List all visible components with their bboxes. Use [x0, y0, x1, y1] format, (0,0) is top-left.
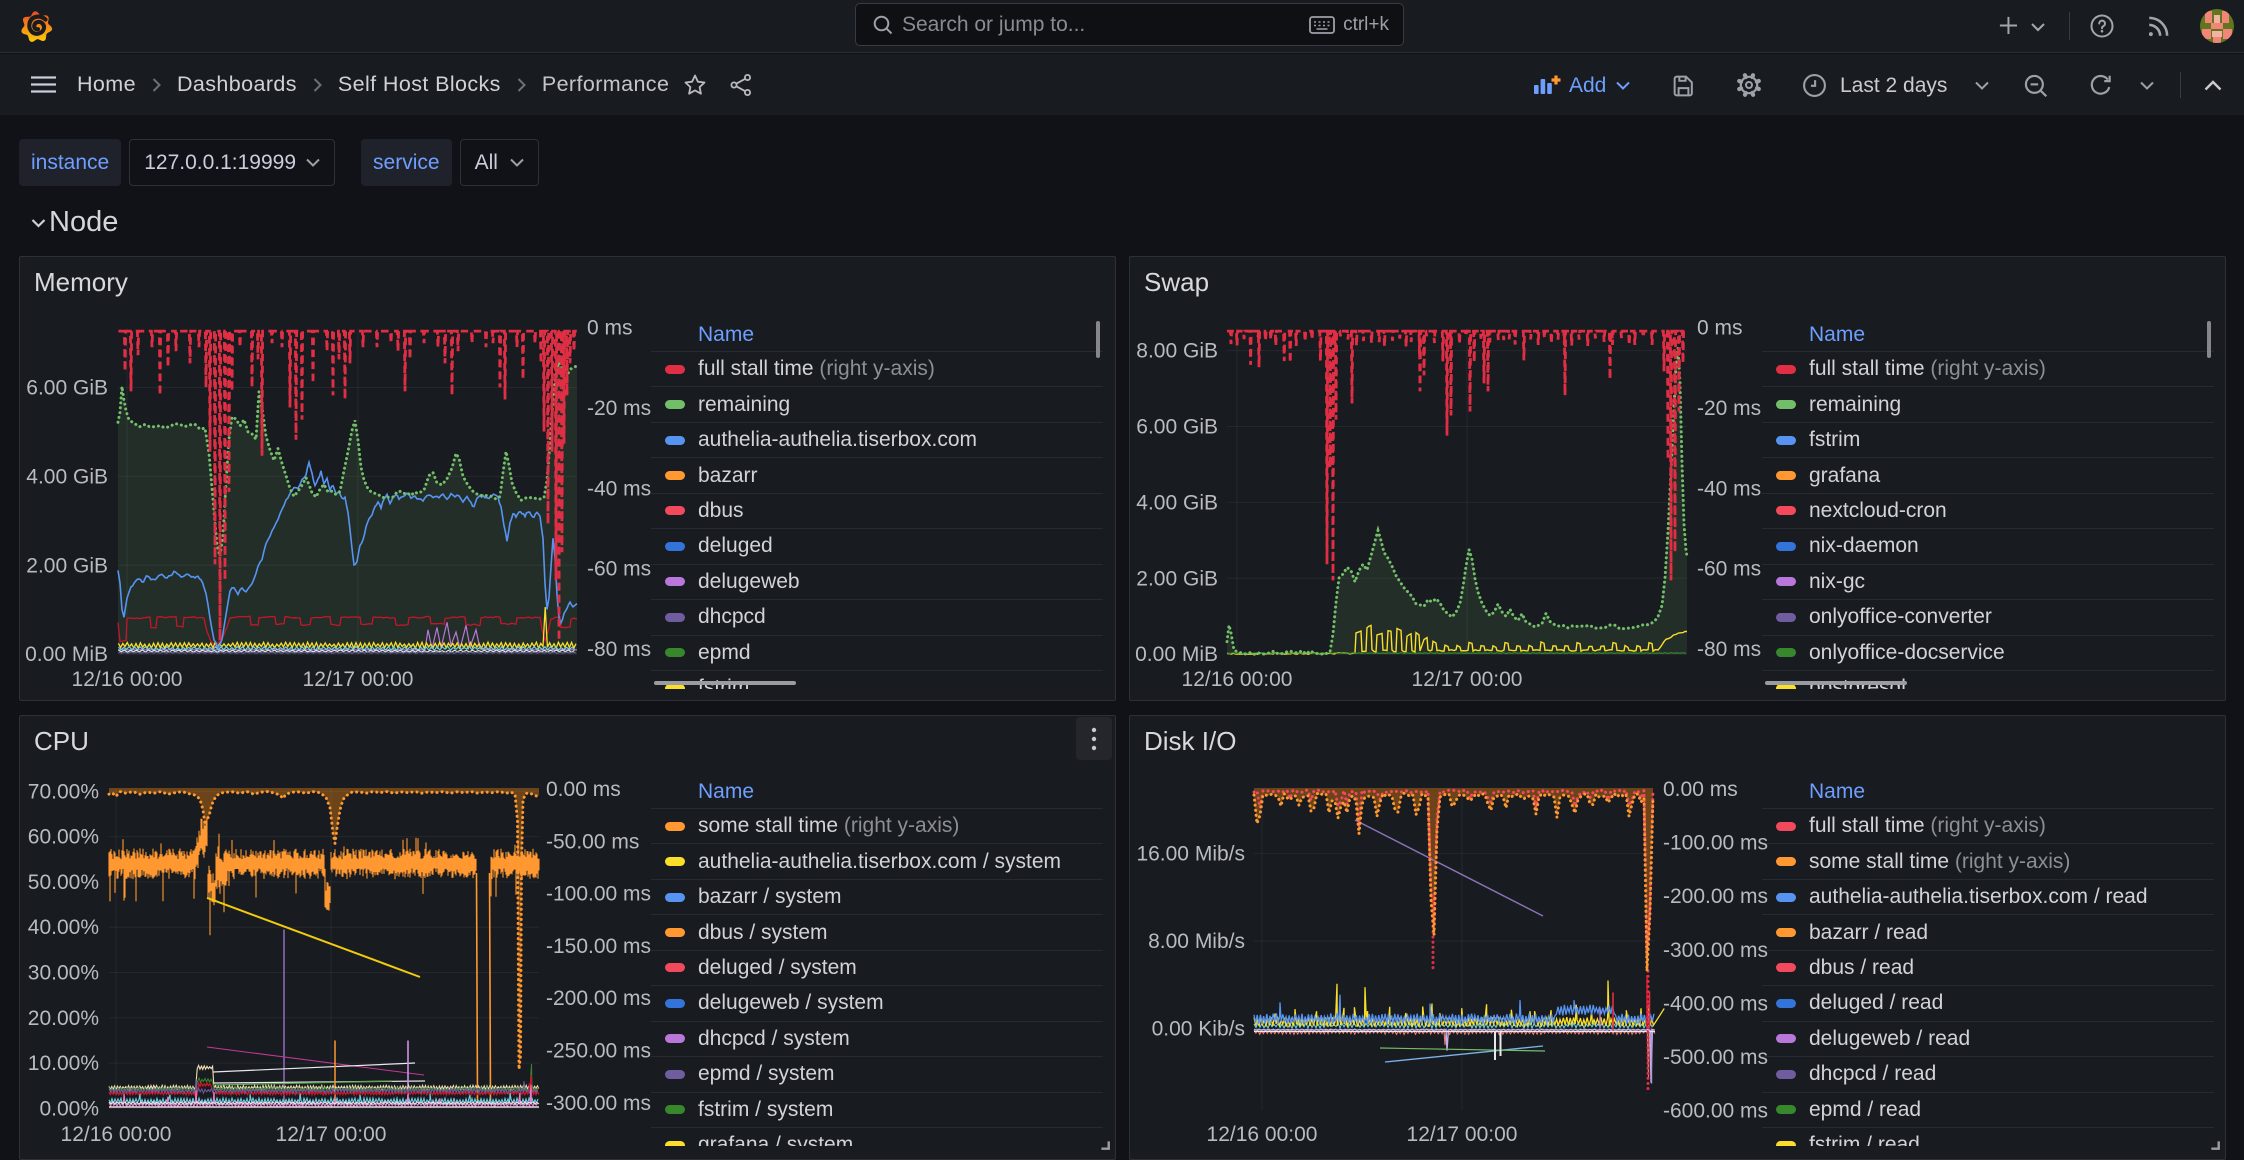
svg-text:-400.00 ms: -400.00 ms [1663, 992, 1768, 1015]
svg-text:-300.00 ms: -300.00 ms [546, 1092, 651, 1115]
svg-text:12/16 00:00: 12/16 00:00 [61, 1123, 172, 1146]
svg-text:-600.00 ms: -600.00 ms [1663, 1100, 1768, 1123]
svg-text:12/16 00:00: 12/16 00:00 [1207, 1123, 1318, 1146]
svg-text:-250.00 ms: -250.00 ms [546, 1040, 651, 1063]
svg-text:50.00%: 50.00% [28, 871, 99, 894]
svg-text:0.00 MiB: 0.00 MiB [25, 643, 108, 666]
svg-text:2.00 GiB: 2.00 GiB [1136, 567, 1218, 590]
svg-text:-60 ms: -60 ms [587, 558, 651, 581]
svg-text:12/16 00:00: 12/16 00:00 [1182, 668, 1293, 691]
svg-text:-40 ms: -40 ms [1697, 477, 1761, 500]
svg-text:0 ms: 0 ms [1697, 317, 1743, 340]
svg-text:0.00 ms: 0.00 ms [1663, 778, 1738, 801]
svg-text:-80 ms: -80 ms [587, 638, 651, 661]
svg-text:-150.00 ms: -150.00 ms [546, 935, 651, 958]
svg-text:-200.00 ms: -200.00 ms [1663, 885, 1768, 908]
svg-text:-100.00 ms: -100.00 ms [546, 883, 651, 906]
svg-text:10.00%: 10.00% [28, 1052, 99, 1075]
svg-text:0.00 MiB: 0.00 MiB [1135, 643, 1218, 666]
svg-text:-500.00 ms: -500.00 ms [1663, 1046, 1768, 1069]
svg-text:0.00%: 0.00% [39, 1097, 99, 1120]
svg-text:16.00 Mib/s: 16.00 Mib/s [1136, 842, 1245, 865]
svg-text:-80 ms: -80 ms [1697, 638, 1761, 661]
svg-text:12/16 00:00: 12/16 00:00 [72, 668, 183, 691]
svg-text:8.00 Mib/s: 8.00 Mib/s [1148, 930, 1245, 953]
svg-text:12/17 00:00: 12/17 00:00 [1407, 1123, 1518, 1146]
svg-text:4.00 GiB: 4.00 GiB [26, 465, 108, 488]
svg-text:2.00 GiB: 2.00 GiB [26, 554, 108, 577]
svg-text:70.00%: 70.00% [28, 780, 99, 803]
svg-text:12/17 00:00: 12/17 00:00 [276, 1123, 387, 1146]
svg-text:0 ms: 0 ms [587, 317, 633, 340]
svg-text:12/17 00:00: 12/17 00:00 [303, 668, 414, 691]
svg-text:40.00%: 40.00% [28, 916, 99, 939]
svg-text:0.00 Kib/s: 0.00 Kib/s [1152, 1018, 1245, 1041]
svg-text:-300.00 ms: -300.00 ms [1663, 939, 1768, 962]
svg-text:-200.00 ms: -200.00 ms [546, 987, 651, 1010]
svg-text:-20 ms: -20 ms [587, 397, 651, 420]
svg-text:6.00 GiB: 6.00 GiB [1136, 416, 1218, 439]
svg-text:6.00 GiB: 6.00 GiB [26, 377, 108, 400]
svg-text:-50.00 ms: -50.00 ms [546, 830, 639, 853]
svg-text:8.00 GiB: 8.00 GiB [1136, 340, 1218, 363]
svg-text:4.00 GiB: 4.00 GiB [1136, 491, 1218, 514]
svg-text:20.00%: 20.00% [28, 1007, 99, 1030]
svg-text:0.00 ms: 0.00 ms [546, 778, 621, 801]
svg-text:-60 ms: -60 ms [1697, 558, 1761, 581]
svg-text:60.00%: 60.00% [28, 826, 99, 849]
svg-text:-20 ms: -20 ms [1697, 397, 1761, 420]
svg-text:-40 ms: -40 ms [587, 477, 651, 500]
svg-text:-100.00 ms: -100.00 ms [1663, 832, 1768, 855]
svg-text:12/17 00:00: 12/17 00:00 [1412, 668, 1523, 691]
svg-text:30.00%: 30.00% [28, 962, 99, 985]
